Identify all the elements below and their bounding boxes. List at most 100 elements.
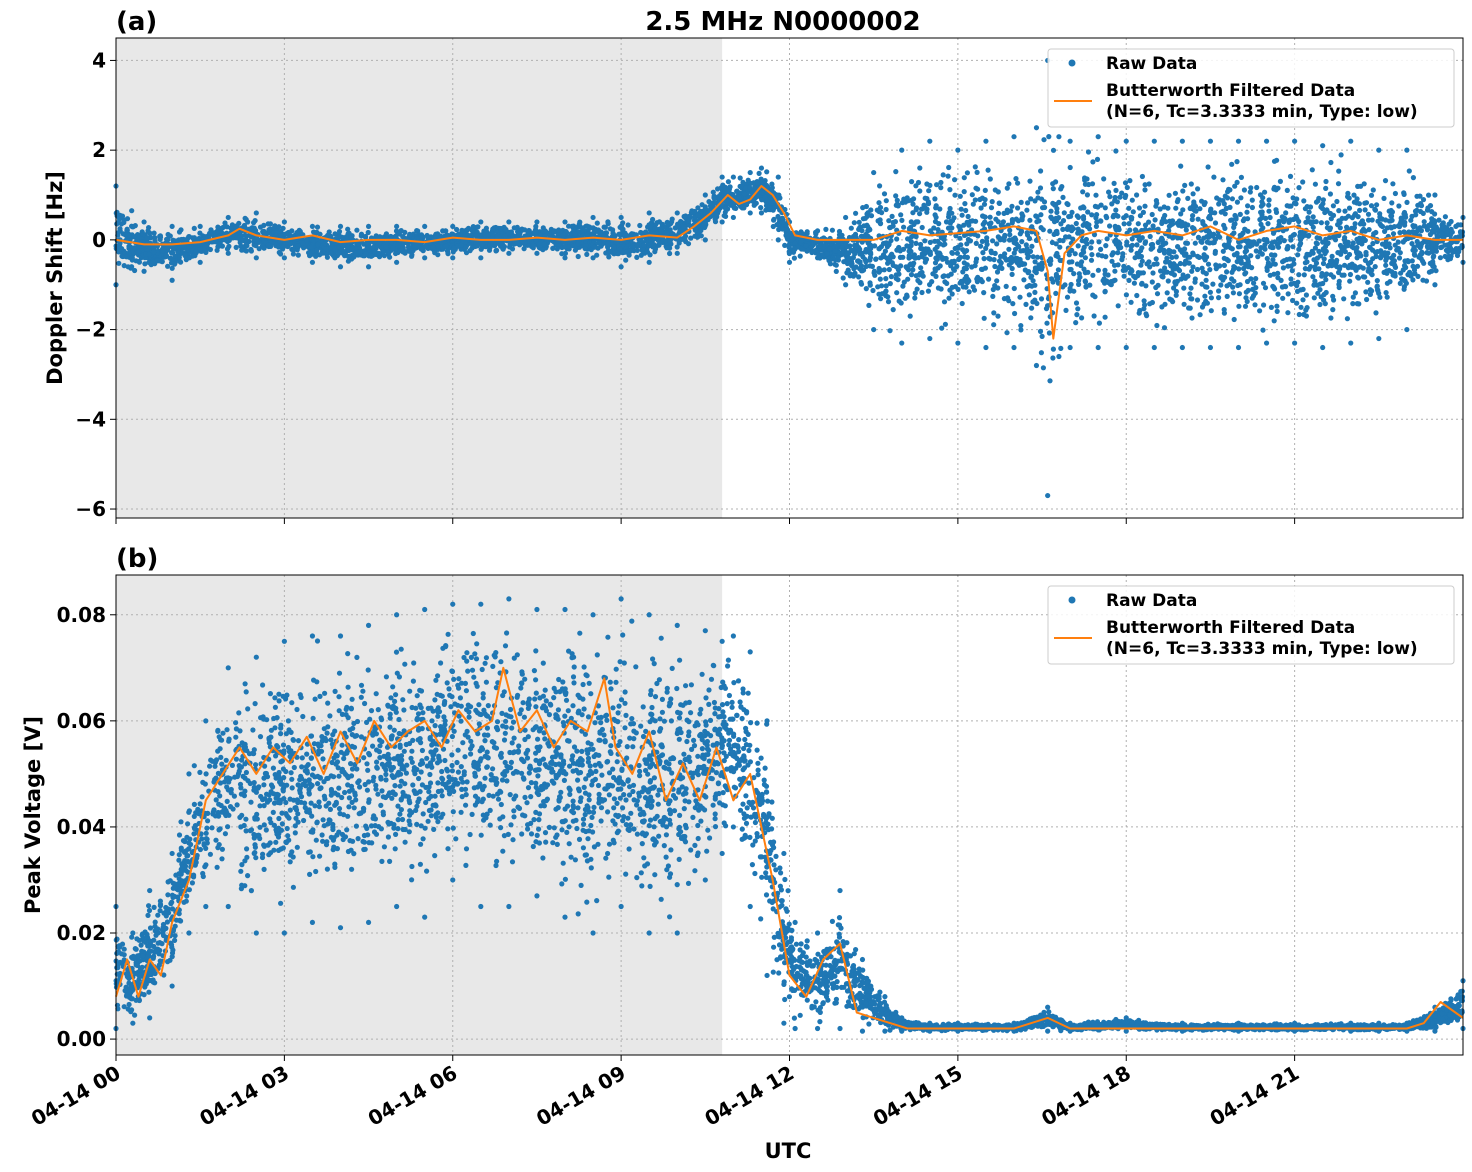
- raw-point: [1304, 204, 1310, 210]
- raw-point: [1273, 187, 1279, 193]
- raw-point: [886, 254, 893, 261]
- raw-point: [841, 259, 847, 265]
- raw-point: [1137, 307, 1143, 314]
- raw-point: [893, 275, 899, 281]
- raw-point: [1363, 200, 1370, 206]
- raw-point: [1315, 198, 1321, 204]
- raw-point: [1127, 178, 1133, 184]
- raw-point: [584, 223, 590, 229]
- raw-point: [883, 198, 889, 204]
- raw-point: [1238, 174, 1244, 180]
- raw-point: [1195, 186, 1201, 192]
- raw-point: [975, 186, 981, 192]
- raw-point: [595, 229, 602, 235]
- raw-point: [1079, 229, 1085, 235]
- raw-point: [786, 250, 793, 257]
- raw-point: [1223, 205, 1229, 211]
- raw-point: [1028, 196, 1034, 202]
- raw-point: [1095, 252, 1101, 258]
- raw-point: [150, 259, 156, 265]
- raw-point: [1265, 221, 1271, 227]
- raw-point: [625, 222, 631, 228]
- raw-point: [1075, 243, 1081, 249]
- raw-point: [1295, 252, 1301, 258]
- raw-point: [1050, 200, 1056, 206]
- raw-point: [430, 244, 436, 250]
- raw-point: [1064, 226, 1071, 232]
- raw-point: [899, 217, 905, 223]
- raw-point: [988, 250, 995, 256]
- raw-point: [1018, 199, 1024, 205]
- raw-point: [1379, 251, 1385, 257]
- raw-point: [990, 286, 996, 293]
- raw-point: [1257, 308, 1263, 314]
- raw-point: [1009, 203, 1015, 209]
- raw-point: [152, 238, 158, 244]
- raw-point: [1417, 208, 1424, 215]
- raw-point: [354, 227, 360, 233]
- raw-point: [1107, 194, 1113, 200]
- raw-point: [725, 179, 732, 185]
- raw-point: [1448, 218, 1454, 225]
- raw-point: [983, 245, 989, 251]
- raw-point: [1374, 202, 1380, 208]
- raw-point: [1102, 267, 1108, 273]
- raw-point: [1264, 237, 1270, 243]
- raw-point: [1396, 255, 1403, 261]
- raw-point: [493, 248, 499, 254]
- raw-point: [1347, 271, 1353, 278]
- raw-point: [470, 224, 476, 230]
- raw-point: [1102, 205, 1108, 211]
- raw-point: [1383, 262, 1389, 268]
- raw-point: [1155, 282, 1161, 288]
- raw-point: [1119, 190, 1125, 196]
- raw-point: [1149, 279, 1155, 285]
- raw-point: [124, 227, 130, 233]
- raw-point: [969, 192, 975, 198]
- raw-point: [1439, 244, 1445, 250]
- raw-point: [947, 187, 953, 193]
- raw-point: [832, 248, 839, 254]
- raw-point: [1284, 187, 1290, 193]
- raw-point: [1389, 200, 1395, 206]
- raw-point: [1291, 231, 1297, 238]
- raw-point: [923, 246, 929, 252]
- raw-point: [1150, 245, 1156, 251]
- raw-point: [1171, 249, 1177, 255]
- raw-point: [1050, 186, 1056, 192]
- raw-point: [1314, 241, 1320, 247]
- raw-point: [1146, 181, 1152, 187]
- raw-point: [1047, 378, 1053, 384]
- raw-point: [1305, 233, 1311, 239]
- raw-point: [1242, 249, 1248, 255]
- raw-point: [1004, 185, 1010, 191]
- raw-point: [1067, 285, 1073, 291]
- raw-point: [1409, 258, 1415, 264]
- raw-point: [1356, 264, 1362, 270]
- raw-point: [1350, 301, 1356, 307]
- raw-point: [941, 299, 948, 305]
- raw-point: [1058, 221, 1064, 227]
- raw-point: [885, 299, 892, 305]
- raw-point: [1408, 271, 1414, 277]
- raw-point: [883, 276, 889, 282]
- raw-point: [1040, 365, 1046, 371]
- raw-point: [1266, 202, 1272, 208]
- raw-point: [1094, 156, 1101, 162]
- raw-point: [1253, 276, 1259, 282]
- raw-point: [1136, 205, 1143, 211]
- raw-point: [1202, 293, 1208, 299]
- raw-point: [1311, 282, 1317, 288]
- raw-point: [1262, 285, 1269, 291]
- raw-point: [1220, 248, 1226, 254]
- raw-point: [456, 232, 462, 238]
- raw-point: [973, 240, 979, 246]
- raw-point: [964, 262, 970, 268]
- raw-point: [1076, 278, 1082, 284]
- raw-point: [872, 272, 878, 278]
- raw-point: [1032, 282, 1038, 288]
- raw-point: [685, 241, 692, 247]
- raw-point: [1074, 261, 1080, 267]
- raw-point: [1270, 283, 1276, 289]
- raw-point: [1237, 244, 1243, 250]
